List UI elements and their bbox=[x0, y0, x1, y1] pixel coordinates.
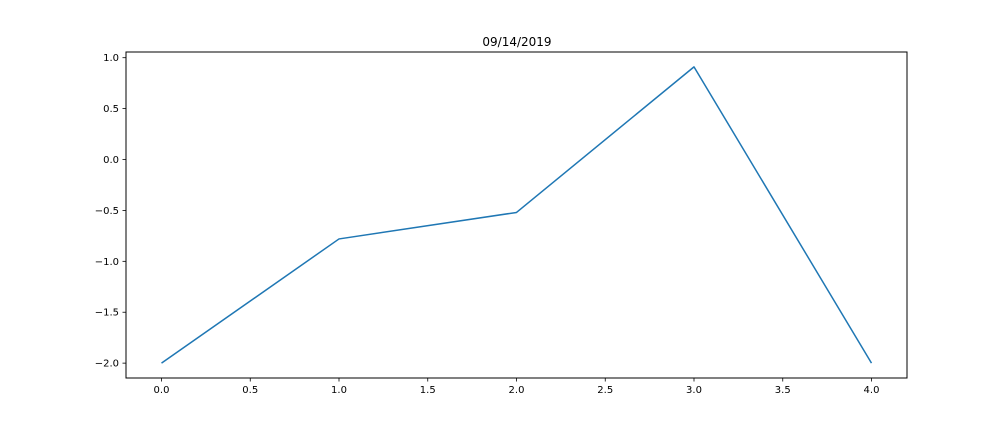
x-tick-label: 3.5 bbox=[775, 385, 791, 396]
x-tick-label: 2.5 bbox=[597, 385, 613, 396]
plot-layer bbox=[161, 66, 873, 364]
x-tick-label: 4.0 bbox=[864, 385, 880, 396]
y-tick-label: −1.0 bbox=[95, 257, 119, 268]
chart-title: 09/14/2019 bbox=[482, 35, 551, 49]
x-tick-label: 1.0 bbox=[331, 385, 347, 396]
x-tick-label: 2.0 bbox=[509, 385, 525, 396]
y-tick-label: −0.5 bbox=[95, 206, 119, 217]
x-tick-label: 0.0 bbox=[154, 385, 170, 396]
axes-frame bbox=[125, 51, 908, 379]
y-axis: 1.0 0.5 0.0 −0.5 −1.0 −1.5 −2.0 bbox=[95, 53, 126, 370]
x-tick-label: 1.5 bbox=[420, 385, 436, 396]
y-tick-label: 0.0 bbox=[103, 155, 119, 166]
x-tick-label: 0.5 bbox=[242, 385, 258, 396]
x-tick-label: 3.0 bbox=[686, 385, 702, 396]
x-axis: 0.0 0.5 1.0 1.5 2.0 2.5 3.0 3.5 4.0 bbox=[154, 378, 880, 396]
y-tick-label: −1.5 bbox=[95, 308, 119, 319]
y-tick-label: −2.0 bbox=[95, 359, 119, 370]
y-tick-label: 1.0 bbox=[103, 53, 119, 64]
series-line-0 bbox=[161, 66, 873, 364]
y-tick-label: 0.5 bbox=[103, 104, 119, 115]
